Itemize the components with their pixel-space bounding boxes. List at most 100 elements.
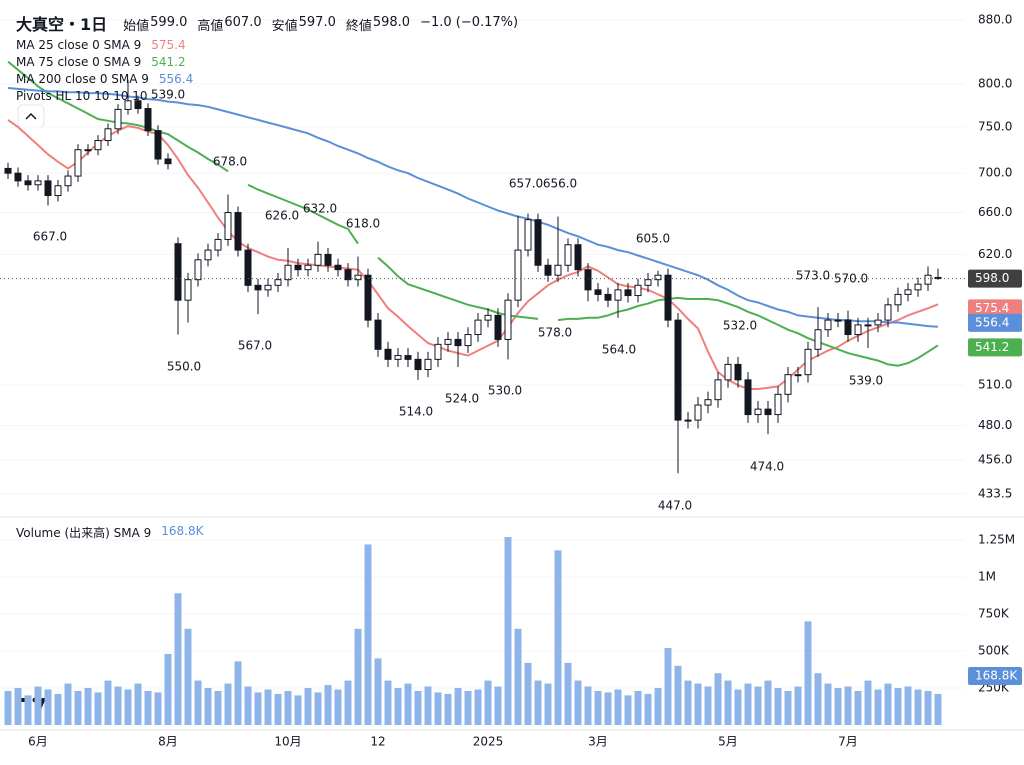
y-tick-label: 500K	[978, 643, 1010, 657]
ma-price-box	[968, 299, 1022, 318]
pivot-label: 573.0	[796, 269, 830, 283]
ma-price-box	[968, 313, 1022, 332]
volume-bar	[154, 692, 162, 725]
volume-bar	[384, 680, 392, 725]
volume-bar	[654, 687, 662, 725]
volume-bar	[424, 686, 432, 725]
volume-bar	[394, 687, 402, 725]
volume-bar	[84, 687, 92, 725]
volume-bar	[674, 665, 682, 725]
pivot-label: 550.0	[167, 360, 201, 374]
legend-value: 556.4	[158, 72, 194, 86]
candle-body	[724, 363, 732, 381]
candle-body	[174, 243, 182, 301]
legend-row: Pivots HL 10 10 10 10	[16, 89, 148, 103]
ohlc-item: 始値 599.0	[123, 15, 187, 34]
volume-bar	[824, 683, 832, 725]
volume-bar	[54, 693, 62, 725]
candle-body	[674, 319, 682, 421]
candle-body	[494, 314, 502, 340]
ma-price-box-label: 556.4	[975, 315, 1009, 329]
ohlc-value: −1.0 (−0.17%)	[420, 15, 519, 30]
y-tick-label: 660.0	[978, 205, 1012, 219]
x-tick-label: 2025	[473, 735, 504, 749]
y-tick-label: 433.5	[978, 486, 1012, 500]
volume-bar	[724, 680, 732, 725]
candle-body	[744, 379, 752, 416]
candle-body	[154, 130, 162, 160]
x-tick-label: 3月	[588, 735, 608, 749]
volume-bar	[664, 648, 672, 725]
volume-bar	[704, 686, 712, 725]
volume-bar	[214, 690, 222, 725]
candle-body	[144, 108, 152, 132]
candle-body	[634, 284, 642, 297]
volume-sma-box-label: 168.8K	[975, 669, 1018, 683]
candle-body	[164, 158, 172, 165]
candle-body	[884, 304, 892, 321]
volume-bar	[584, 686, 592, 725]
legend-row: MA 25 close 0 SMA 9 575.4	[16, 38, 186, 52]
y-tick-label: 700.0	[978, 166, 1012, 180]
x-tick-label: 12	[370, 735, 385, 749]
volume-bar	[734, 689, 742, 725]
candle-body	[324, 253, 332, 266]
x-tick-label: 6月	[28, 735, 48, 749]
candle-body	[894, 293, 902, 306]
volume-bar	[884, 683, 892, 725]
volume-bar	[164, 653, 172, 725]
candle-body	[754, 408, 762, 416]
volume-bar	[204, 687, 212, 725]
legend-value: 575.4	[151, 38, 186, 52]
volume-bar	[554, 550, 562, 725]
legend-row: Volume (出来高) SMA 9 168.8K	[16, 524, 204, 541]
ohlc-label: 始値	[123, 19, 150, 34]
candle-body	[534, 219, 542, 266]
volume-bar	[64, 683, 72, 725]
candle-body	[44, 180, 52, 197]
volume-bar	[34, 686, 42, 725]
legend-row: MA 75 close 0 SMA 9 541.2	[16, 55, 186, 69]
candle-body	[104, 128, 112, 142]
candle-body	[504, 299, 512, 340]
ma-price-box-label: 541.2	[975, 340, 1009, 354]
x-tick-label: 7月	[838, 735, 858, 749]
volume-bar	[264, 689, 272, 725]
candle-body	[864, 324, 872, 327]
volume-bar	[14, 687, 22, 725]
pivot-label: 514.0	[399, 405, 433, 419]
candle-body	[704, 399, 712, 406]
legend-value: 541.2	[151, 55, 186, 69]
candle-body	[554, 264, 562, 276]
ohlc-item: −1.0 (−0.17%)	[420, 15, 518, 34]
y-tick-label: 510.0	[978, 378, 1012, 392]
volume-bar	[94, 692, 102, 725]
candle-body	[254, 284, 262, 291]
ohlc-item: 安値 597.0	[272, 15, 336, 34]
candle-body	[24, 180, 32, 186]
candle-body	[334, 264, 342, 271]
candle-body	[654, 274, 662, 281]
candle-body	[234, 212, 242, 251]
candle-body	[684, 419, 692, 422]
volume-bar	[804, 621, 812, 725]
volume-bar	[4, 690, 12, 725]
candle-body	[484, 314, 492, 321]
collapse-button[interactable]	[17, 104, 45, 128]
ohlc-value: 607.0	[224, 15, 262, 30]
volume-bar	[74, 690, 82, 725]
candle-body	[604, 293, 612, 301]
candle-body	[624, 289, 632, 297]
candle-body	[304, 264, 312, 271]
candle-body	[784, 374, 792, 395]
candle-body	[314, 253, 322, 266]
pivot-label: 532.0	[723, 319, 757, 333]
ohlc-value: 597.0	[298, 15, 336, 30]
ohlc-item: 終値 598.0	[346, 15, 410, 34]
candle-body	[474, 319, 482, 336]
y-tick-label: 880.0	[978, 13, 1012, 27]
legend-name: Volume (出来高) SMA 9	[16, 526, 152, 540]
ohlc-label: 終値	[345, 19, 372, 34]
volume-bar	[324, 685, 332, 725]
